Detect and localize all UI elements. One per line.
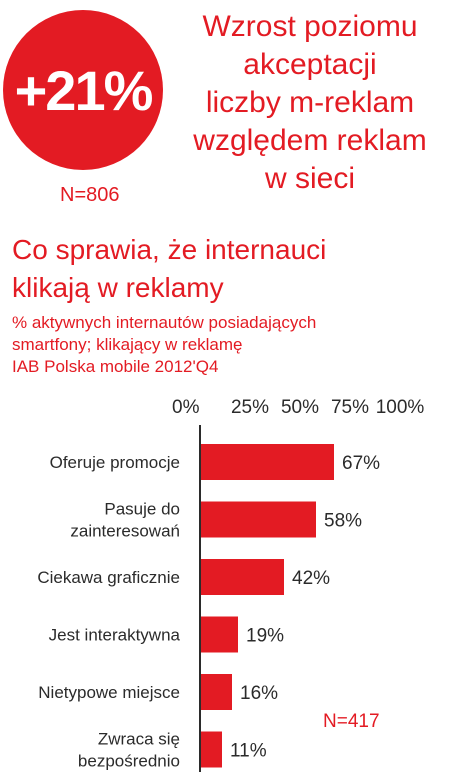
bar	[201, 444, 334, 480]
x-tick-label: 100%	[376, 397, 425, 418]
chart-subtitle-line: smartfony; klikający w reklamę	[12, 335, 243, 354]
bar-value-label: 67%	[342, 453, 380, 474]
headline-line: liczby m-reklam	[205, 86, 415, 119]
bar-value-label: 42%	[292, 568, 330, 589]
chart-subtitle-line: IAB Polska mobile 2012'Q4	[12, 357, 219, 376]
bar	[201, 616, 238, 653]
bar-chart: 0% 25% 50% 75% 100% 67% Oferuje promocje 58% Pas…	[37, 397, 425, 772]
category-label: Oferuje promocje	[50, 453, 180, 472]
growth-badge-value: +21%	[14, 58, 154, 122]
bar	[201, 731, 222, 768]
category-label: Pasuje do	[104, 500, 180, 519]
chart-subtitle-line: % aktywnych internautów posiadających	[12, 313, 317, 332]
headline-line: w sieci	[264, 162, 355, 195]
x-tick-label: 0%	[172, 397, 200, 418]
bar-value-label: 11%	[230, 741, 267, 762]
x-tick-label: 50%	[281, 397, 319, 418]
chart-title-line: Co sprawia, że internauci	[12, 234, 327, 265]
bar	[201, 501, 316, 538]
headline-line: względem reklam	[193, 124, 427, 157]
bar	[201, 674, 232, 710]
x-tick-label: 25%	[231, 397, 269, 418]
chart-sample-size: N=417	[323, 711, 380, 732]
category-label: Jest interaktywna	[49, 626, 181, 645]
category-label: bezpośrednio	[78, 752, 180, 771]
x-tick-label: 75%	[331, 397, 369, 418]
bar-value-label: 16%	[240, 683, 278, 704]
chart-title-line: klikają w reklamy	[12, 272, 224, 303]
category-label: Zwraca się	[98, 730, 180, 749]
growth-badge: +21%	[3, 10, 163, 170]
headline-line: Wzrost poziomu	[202, 10, 418, 43]
bar-value-label: 58%	[324, 511, 362, 532]
headline-line: akceptacji	[243, 48, 377, 81]
category-label: zainteresowań	[70, 522, 180, 541]
badge-sample-size: N=806	[60, 184, 120, 206]
chart-title: Co sprawia, że internauci klikają w rekl…	[12, 231, 326, 307]
category-label: Ciekawa graficznie	[37, 568, 180, 587]
bar-value-label: 19%	[246, 626, 284, 647]
category-label: Nietypowe miejsce	[38, 683, 180, 702]
bar	[201, 559, 284, 595]
chart-subtitle: % aktywnych internautów posiadających sm…	[12, 312, 316, 378]
headline: Wzrost poziomu akceptacji liczby m-rekla…	[170, 8, 450, 198]
